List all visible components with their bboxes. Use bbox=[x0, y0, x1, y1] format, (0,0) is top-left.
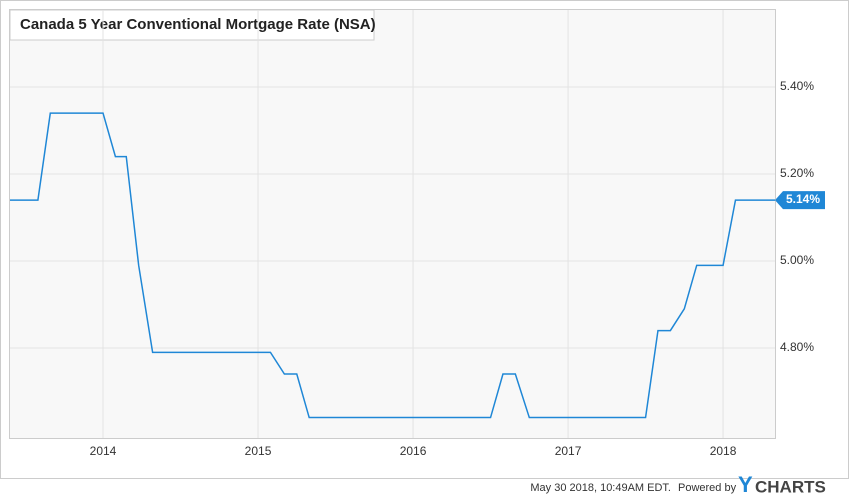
title-box bbox=[9, 9, 375, 41]
marks bbox=[10, 112, 775, 419]
y-tick-label: 4.80% bbox=[780, 340, 814, 354]
x-tick-label: 2015 bbox=[245, 444, 272, 458]
chart-title: Canada 5 Year Conventional Mortgage Rate… bbox=[20, 16, 376, 33]
line bbox=[10, 112, 775, 419]
timestamp: May 30 2018, 10:49AM EDT. bbox=[530, 482, 671, 494]
x-tick-label: 2016 bbox=[400, 444, 427, 458]
y-tick-label: 5.40% bbox=[780, 79, 814, 93]
x-tick-label: 2018 bbox=[710, 444, 737, 458]
current-value-label: 5.14% bbox=[786, 192, 820, 206]
y-tick-label: 5.20% bbox=[780, 166, 814, 180]
y-tick-label: 5.00% bbox=[780, 253, 814, 267]
x-tick-label: 2014 bbox=[90, 444, 117, 458]
logo-y: Y bbox=[738, 472, 753, 497]
logo-rest: CHARTS bbox=[755, 477, 826, 496]
current-value-badge bbox=[775, 191, 825, 210]
powered-by: Powered by bbox=[678, 482, 737, 494]
x-tick-label: 2017 bbox=[555, 444, 582, 458]
plot-area bbox=[9, 9, 776, 439]
